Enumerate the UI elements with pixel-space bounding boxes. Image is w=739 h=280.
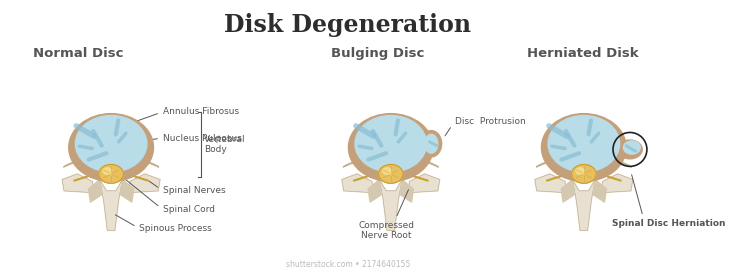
Ellipse shape [421, 130, 442, 157]
Polygon shape [401, 179, 413, 202]
Polygon shape [561, 179, 574, 202]
Text: Herniated Disk: Herniated Disk [528, 47, 639, 60]
Ellipse shape [576, 168, 585, 174]
Polygon shape [408, 174, 440, 193]
Ellipse shape [624, 141, 640, 154]
Text: Spinal Disc Herniation: Spinal Disc Herniation [612, 175, 726, 228]
Polygon shape [368, 179, 381, 202]
Polygon shape [100, 179, 123, 230]
Polygon shape [601, 174, 633, 193]
Polygon shape [62, 174, 94, 193]
Ellipse shape [542, 114, 626, 181]
Text: Normal Disc: Normal Disc [33, 47, 123, 60]
Text: Spinous Process: Spinous Process [115, 215, 212, 233]
Text: Compressed
Nerve Root: Compressed Nerve Root [358, 190, 414, 241]
Ellipse shape [355, 116, 426, 172]
Ellipse shape [425, 134, 438, 153]
Ellipse shape [383, 168, 391, 174]
Polygon shape [535, 174, 567, 193]
Ellipse shape [618, 140, 642, 159]
Polygon shape [565, 155, 632, 167]
Ellipse shape [103, 168, 112, 174]
Ellipse shape [99, 164, 123, 183]
Text: Disc  Protrusion: Disc Protrusion [445, 117, 525, 136]
Text: Annulus Fibrosus: Annulus Fibrosus [123, 107, 239, 126]
Text: Spinal Nerves: Spinal Nerves [149, 181, 225, 195]
Polygon shape [380, 179, 402, 230]
Text: Spinal Cord: Spinal Cord [120, 176, 215, 214]
Polygon shape [343, 155, 410, 167]
Polygon shape [342, 174, 374, 193]
Polygon shape [89, 179, 102, 202]
Text: Vertebral
Body: Vertebral Body [205, 134, 246, 154]
Ellipse shape [571, 164, 596, 183]
Ellipse shape [69, 114, 154, 181]
Text: Bulging Disc: Bulging Disc [332, 47, 425, 60]
Ellipse shape [75, 116, 147, 172]
Polygon shape [64, 155, 131, 167]
Polygon shape [372, 155, 438, 167]
Text: Nucleus Pulposus: Nucleus Pulposus [118, 134, 242, 143]
Text: Disk Degeneration: Disk Degeneration [225, 13, 471, 37]
Polygon shape [593, 179, 607, 202]
Polygon shape [536, 155, 603, 167]
Text: shutterstock.com • 2174640155: shutterstock.com • 2174640155 [286, 260, 410, 269]
Ellipse shape [378, 164, 403, 183]
Polygon shape [573, 179, 595, 230]
Polygon shape [92, 155, 159, 167]
Polygon shape [120, 179, 134, 202]
Polygon shape [128, 174, 160, 193]
Ellipse shape [348, 114, 433, 181]
Ellipse shape [548, 116, 619, 172]
